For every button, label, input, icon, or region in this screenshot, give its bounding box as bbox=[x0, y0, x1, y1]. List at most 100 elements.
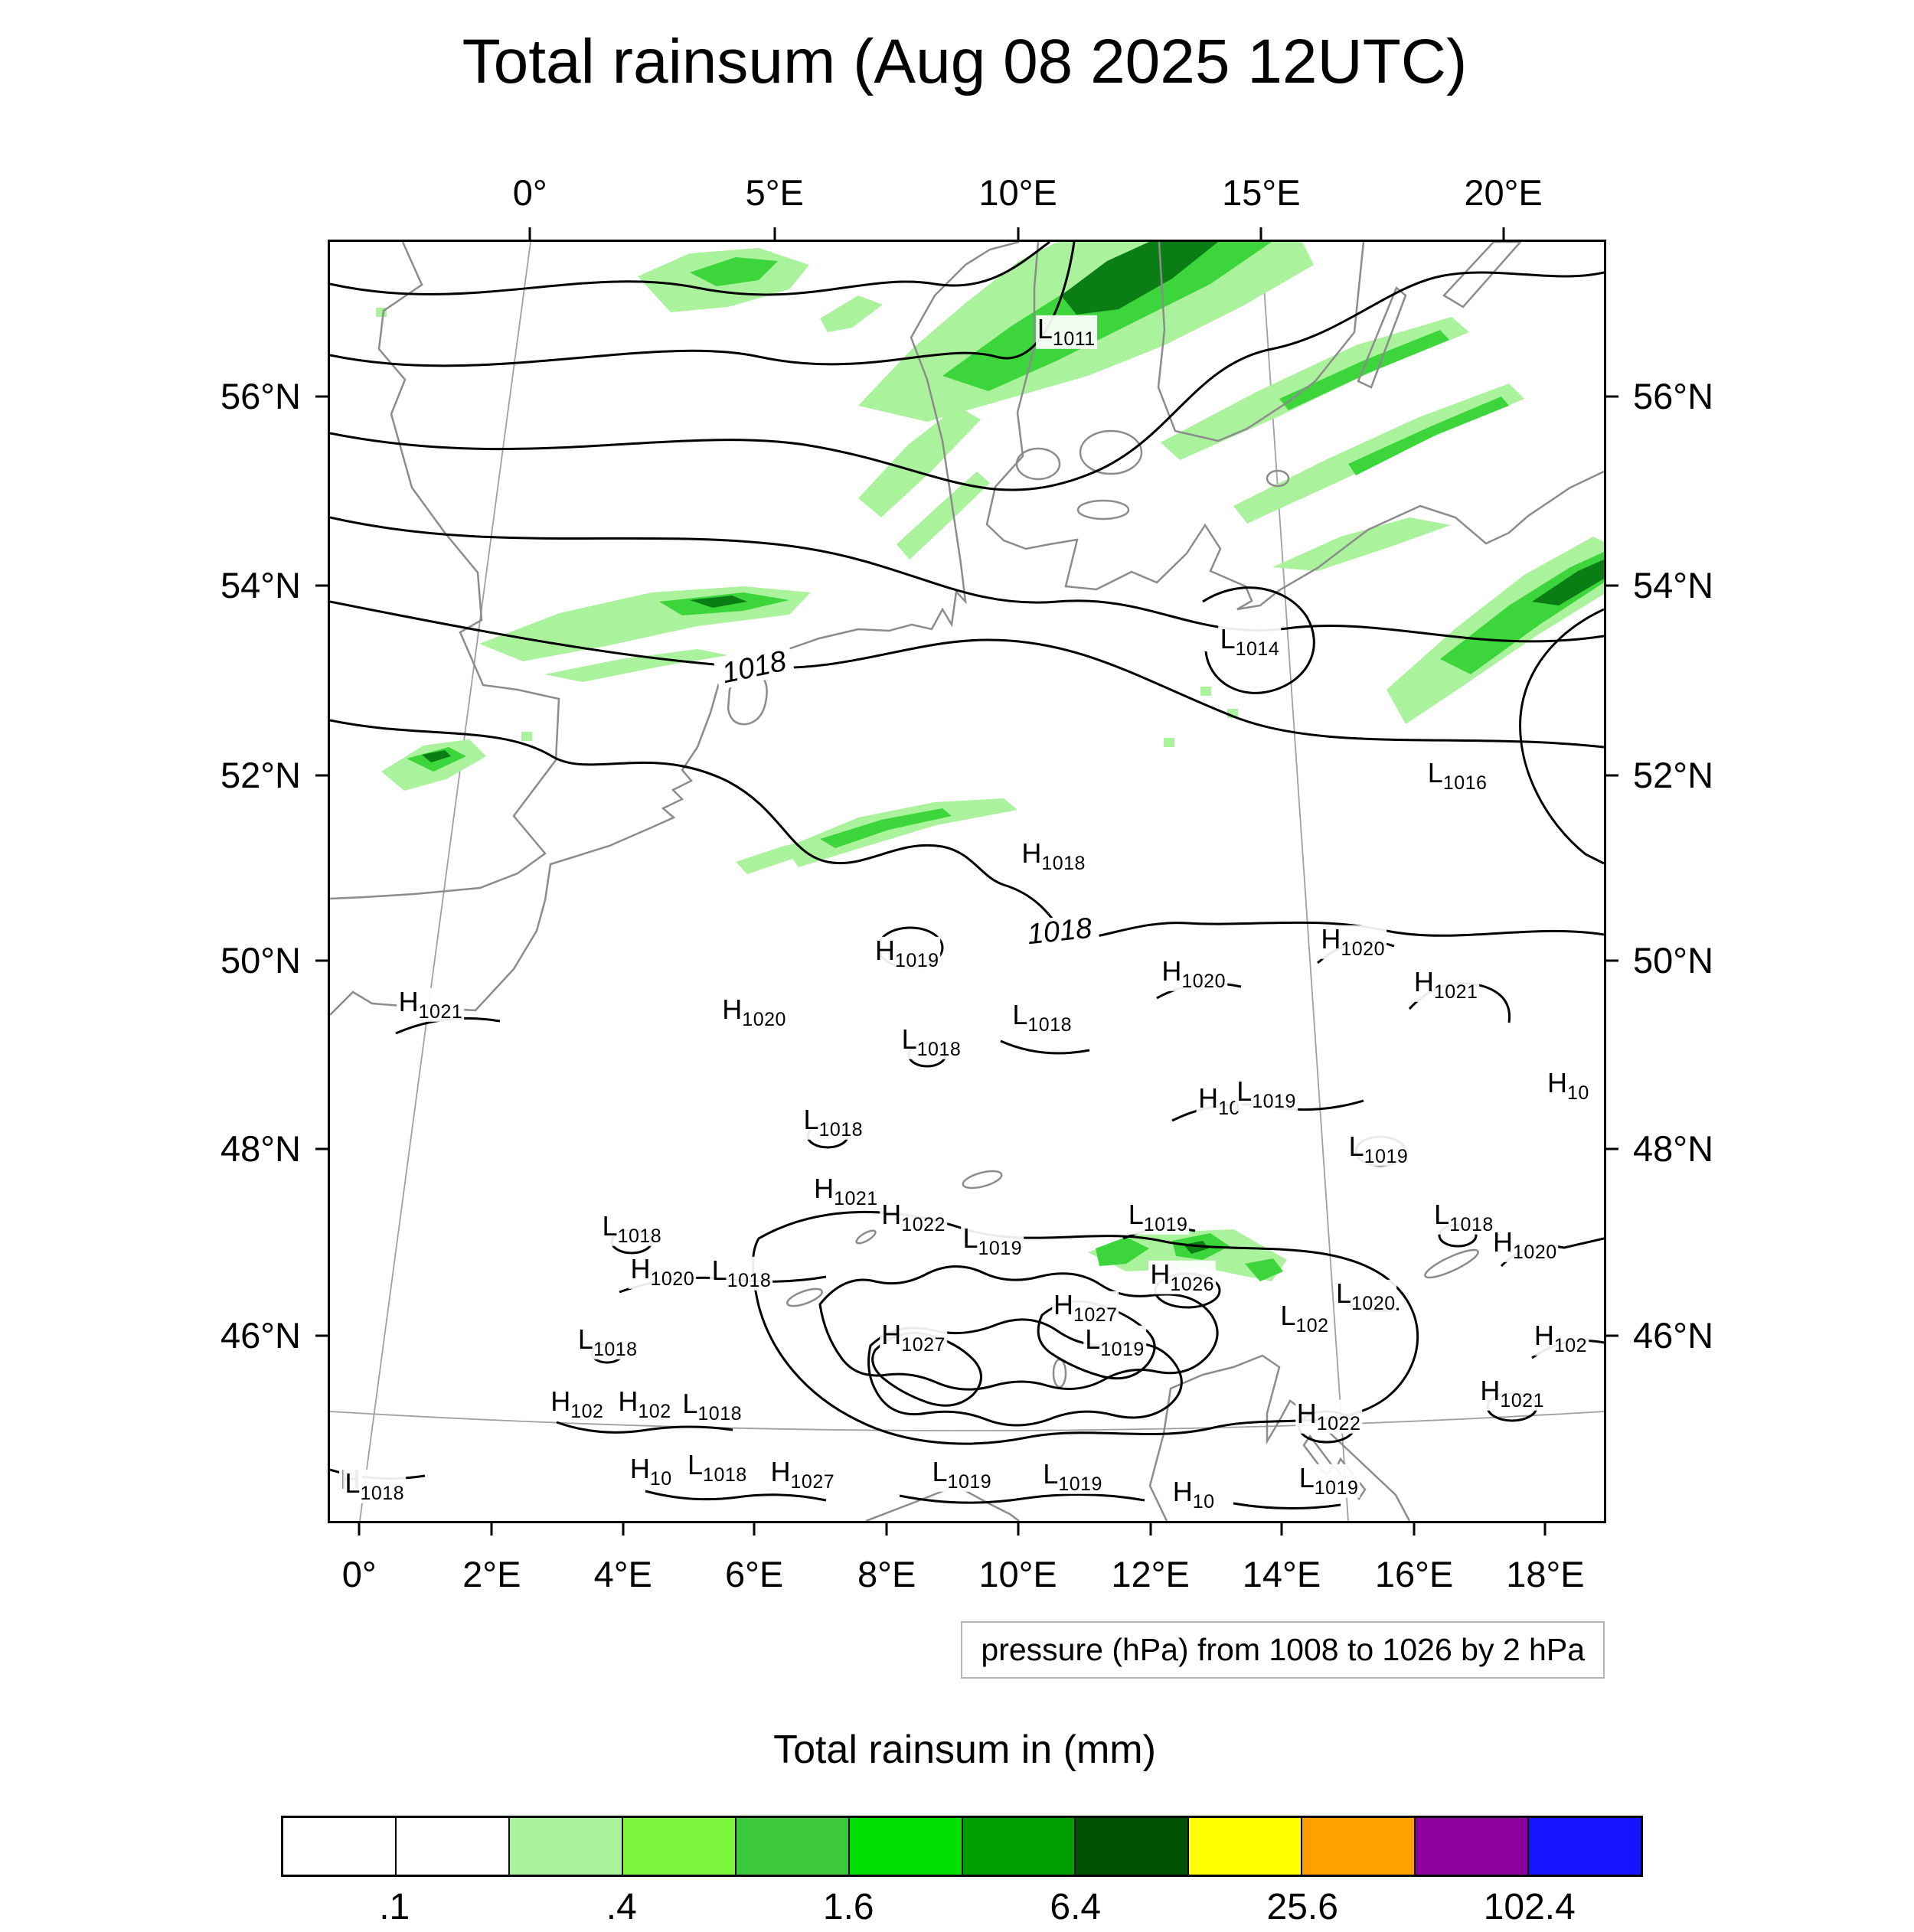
rain-speck bbox=[1200, 687, 1211, 696]
pressure-letter: H bbox=[618, 1385, 639, 1417]
pressure-letter: H bbox=[1198, 1082, 1219, 1114]
lon-label-top: 20°E bbox=[1464, 172, 1543, 213]
rain-patch-light bbox=[785, 798, 1017, 867]
colorbar-segment bbox=[962, 1818, 1076, 1875]
meridian-line bbox=[1260, 242, 1349, 1521]
pressure-center-high: H1021 bbox=[812, 1175, 880, 1209]
pressure-center-high: H1021 bbox=[397, 988, 465, 1023]
lon-label-top: 10°E bbox=[978, 172, 1057, 213]
pressure-value: 1011 bbox=[1052, 328, 1096, 351]
pressure-value: 1018 bbox=[818, 1118, 864, 1141]
pressure-value: 1018 bbox=[593, 1339, 638, 1361]
lat-tick-right bbox=[1606, 1334, 1618, 1337]
pressure-value: 1016 bbox=[1442, 772, 1488, 794]
isobar-inline-label: 1018 bbox=[1020, 912, 1100, 951]
pressure-letter: L bbox=[1128, 1198, 1144, 1230]
pressure-value: 1020 bbox=[1341, 938, 1385, 961]
pressure-center-low: L1018 bbox=[686, 1451, 749, 1485]
colorbar bbox=[281, 1816, 1643, 1877]
pressure-center-high: H102 bbox=[616, 1385, 673, 1421]
colorbar-segment bbox=[396, 1818, 510, 1875]
rain-patch-mid bbox=[1279, 330, 1449, 410]
pressure-center-high: H10 bbox=[1171, 1478, 1217, 1513]
rain-patch-mid bbox=[1096, 1237, 1149, 1266]
pressure-letter: H bbox=[550, 1385, 571, 1417]
pressure-value: 1021 bbox=[418, 1001, 463, 1023]
pressure-letter: L bbox=[1298, 1461, 1315, 1493]
pressure-letter: H bbox=[874, 935, 895, 967]
coastline-island bbox=[1015, 447, 1061, 481]
lon-label-bottom: 10°E bbox=[978, 1554, 1057, 1595]
pressure-center-low: L1019 bbox=[1083, 1326, 1146, 1360]
pressure-letter: H bbox=[1480, 1375, 1501, 1407]
pressure-letter: H bbox=[770, 1455, 791, 1487]
pressure-center-low: L1019 bbox=[961, 1225, 1024, 1259]
coastline-island bbox=[1357, 286, 1407, 389]
map-frame: L1011 L1014 L1016 H1018 H1019 H1020 H1020 H1021… bbox=[220, 173, 1713, 1594]
colorbar-segment bbox=[1302, 1818, 1416, 1875]
pressure-letter: L bbox=[602, 1209, 618, 1242]
colorbar-title: Total rainsum in (mm) bbox=[773, 1728, 1156, 1772]
coastline-island bbox=[1266, 469, 1290, 488]
lon-tick-top bbox=[528, 227, 531, 240]
pressure-letter: L bbox=[688, 1448, 704, 1480]
rain-patch-light bbox=[897, 472, 990, 560]
rain-patch-dark bbox=[1532, 560, 1604, 605]
rain-patch-light bbox=[820, 295, 883, 332]
lon-tick-top bbox=[1502, 227, 1505, 240]
pressure-letter: L bbox=[1427, 756, 1443, 788]
pressure-letter: H bbox=[630, 1253, 651, 1285]
pressure-letter: L bbox=[1336, 1278, 1352, 1310]
pressure-center-high: H102 bbox=[549, 1385, 606, 1421]
isobar-inline-label: 1018 bbox=[713, 645, 795, 690]
pressure-center-high: H1020 bbox=[720, 996, 788, 1030]
pressure-center-low: L1019 bbox=[1297, 1461, 1360, 1498]
pressure-letter: L bbox=[1348, 1130, 1364, 1162]
lon-tick-top bbox=[1017, 227, 1020, 240]
pressure-value: 1020 bbox=[742, 1009, 786, 1031]
lon-tick-bottom bbox=[885, 1523, 888, 1535]
pressure-value: 1018 bbox=[1041, 853, 1086, 875]
pressure-center-high: H1019 bbox=[873, 935, 941, 971]
pressure-value: 1027 bbox=[790, 1470, 835, 1493]
pressure-center-low: L1019 bbox=[1347, 1130, 1410, 1167]
pressure-value: 1019 bbox=[947, 1470, 992, 1493]
pressure-letter: H bbox=[814, 1173, 835, 1205]
coastline-adriatic bbox=[1148, 1354, 1411, 1521]
isobar bbox=[330, 516, 1604, 643]
pressure-value: 102 bbox=[1295, 1314, 1329, 1336]
pressure-letter: L bbox=[1037, 313, 1053, 345]
pressure-value: 102 bbox=[1553, 1335, 1588, 1357]
lat-tick-right bbox=[1606, 774, 1618, 777]
lat-tick-left bbox=[315, 1147, 328, 1150]
pressure-letter: H bbox=[1053, 1289, 1073, 1321]
rain-patch-dark bbox=[1184, 1241, 1209, 1254]
pressure-value: 1020 bbox=[1513, 1242, 1557, 1264]
pressure-center-low: L1020 bbox=[1334, 1280, 1397, 1314]
pressure-center-low: L1018 bbox=[900, 1025, 963, 1059]
pressure-letter: L bbox=[682, 1387, 698, 1419]
pressure-value: 1026 bbox=[1170, 1273, 1215, 1295]
pressure-value: 1027 bbox=[1073, 1304, 1118, 1327]
lake-outline bbox=[1424, 1248, 1479, 1279]
lat-tick-right bbox=[1606, 584, 1618, 587]
lon-tick-bottom bbox=[490, 1523, 493, 1535]
graticule-layer bbox=[330, 242, 1604, 1521]
lat-tick-left bbox=[315, 959, 328, 962]
pressure-letter: H bbox=[881, 1198, 902, 1230]
isobar-alps bbox=[867, 1318, 1183, 1427]
lon-tick-bottom bbox=[753, 1523, 756, 1535]
isobar bbox=[330, 242, 1050, 296]
pressure-center-high: H10 bbox=[1546, 1069, 1591, 1103]
pressure-center-high: H10 bbox=[628, 1454, 674, 1489]
coastline-island bbox=[1079, 429, 1143, 475]
pressure-value: 1018 bbox=[703, 1464, 747, 1486]
lon-label-bottom: 6°E bbox=[724, 1554, 784, 1595]
pressure-letter: L bbox=[1220, 622, 1236, 654]
pressure-value: 1018 bbox=[1449, 1213, 1494, 1235]
coastline-liguria bbox=[865, 1484, 1020, 1521]
lon-tick-bottom bbox=[622, 1523, 625, 1535]
pressure-value: 1020 bbox=[1351, 1293, 1396, 1315]
pressure-letter: H bbox=[1161, 955, 1182, 987]
lon-label-bottom: 2°E bbox=[462, 1554, 521, 1595]
